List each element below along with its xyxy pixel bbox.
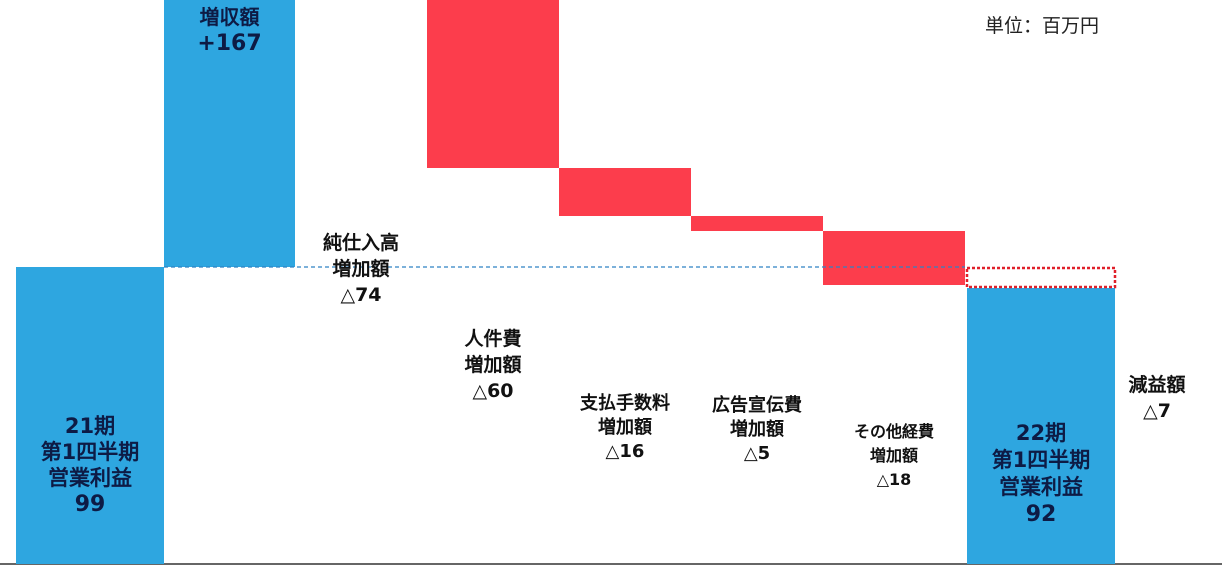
- label-advertising-increase-line: 増加額: [730, 418, 784, 440]
- label-end-total-line: 第1四半期: [992, 448, 1091, 472]
- bar-2: [164, 0, 295, 267]
- label-other-increase-line: 増加額: [870, 446, 918, 465]
- label-fee-increase-line: △16: [606, 441, 645, 462]
- label-start-total-line: 営業利益: [48, 466, 132, 490]
- label-purchase-increase-line: 純仕入高: [323, 231, 399, 254]
- label-revenue-increase-line: +167: [197, 31, 261, 56]
- label-personnel-increase-line: 増加額: [464, 353, 521, 376]
- label-advertising-increase-line: △5: [744, 443, 770, 464]
- label-other-increase: その他経費増加額 △18: [854, 422, 934, 489]
- label-end-total: 22期第1四半期営業利益 92: [992, 421, 1091, 527]
- label-purchase-increase-line: △74: [340, 284, 381, 306]
- unit-label: 単位：百万円: [985, 15, 1099, 37]
- label-personnel-increase: 人件費増加額 △60: [464, 327, 521, 402]
- label-revenue-increase-line: 増収額: [200, 5, 260, 29]
- label-end-total-line: 22期: [1016, 421, 1066, 445]
- label-other-increase-line: △18: [877, 470, 912, 489]
- label-fee-increase: 支払手数料増加額 △16: [579, 392, 670, 462]
- label-other-increase-line: その他経費: [854, 422, 934, 441]
- label-revenue-increase: 増収額+167: [197, 5, 261, 56]
- label-personnel-increase-line: 人件費: [464, 327, 521, 350]
- label-start-total-line: 99: [75, 492, 106, 517]
- bar-6: [691, 216, 823, 231]
- bar-5: [559, 168, 691, 216]
- label-start-total: 21期第1四半期営業利益 99: [41, 414, 140, 517]
- label-advertising-increase: 広告宣伝費増加額 △5: [712, 394, 802, 464]
- label-personnel-increase-line: △60: [472, 380, 513, 402]
- label-net-change-line: △7: [1143, 400, 1171, 422]
- label-end-total-line: 営業利益: [999, 475, 1083, 499]
- label-fee-increase-line: 支払手数料: [579, 392, 670, 414]
- label-fee-increase-line: 増加額: [598, 416, 652, 438]
- bar-8: [967, 288, 1115, 564]
- label-start-total-line: 第1四半期: [41, 440, 140, 464]
- bar-4: [427, 0, 559, 168]
- bar-7: [823, 231, 965, 285]
- net-change-outline: [965, 266, 1117, 289]
- label-purchase-increase-line: 増加額: [332, 257, 389, 280]
- label-net-change: 減益額 △7: [1128, 373, 1185, 422]
- label-purchase-increase: 純仕入高増加額 △74: [323, 231, 399, 306]
- label-start-total-line: 21期: [65, 414, 115, 438]
- label-advertising-increase-line: 広告宣伝費: [712, 394, 802, 416]
- label-end-total-line: 92: [1026, 502, 1057, 527]
- label-net-change-line: 減益額: [1128, 373, 1185, 396]
- bar-1: [16, 267, 164, 564]
